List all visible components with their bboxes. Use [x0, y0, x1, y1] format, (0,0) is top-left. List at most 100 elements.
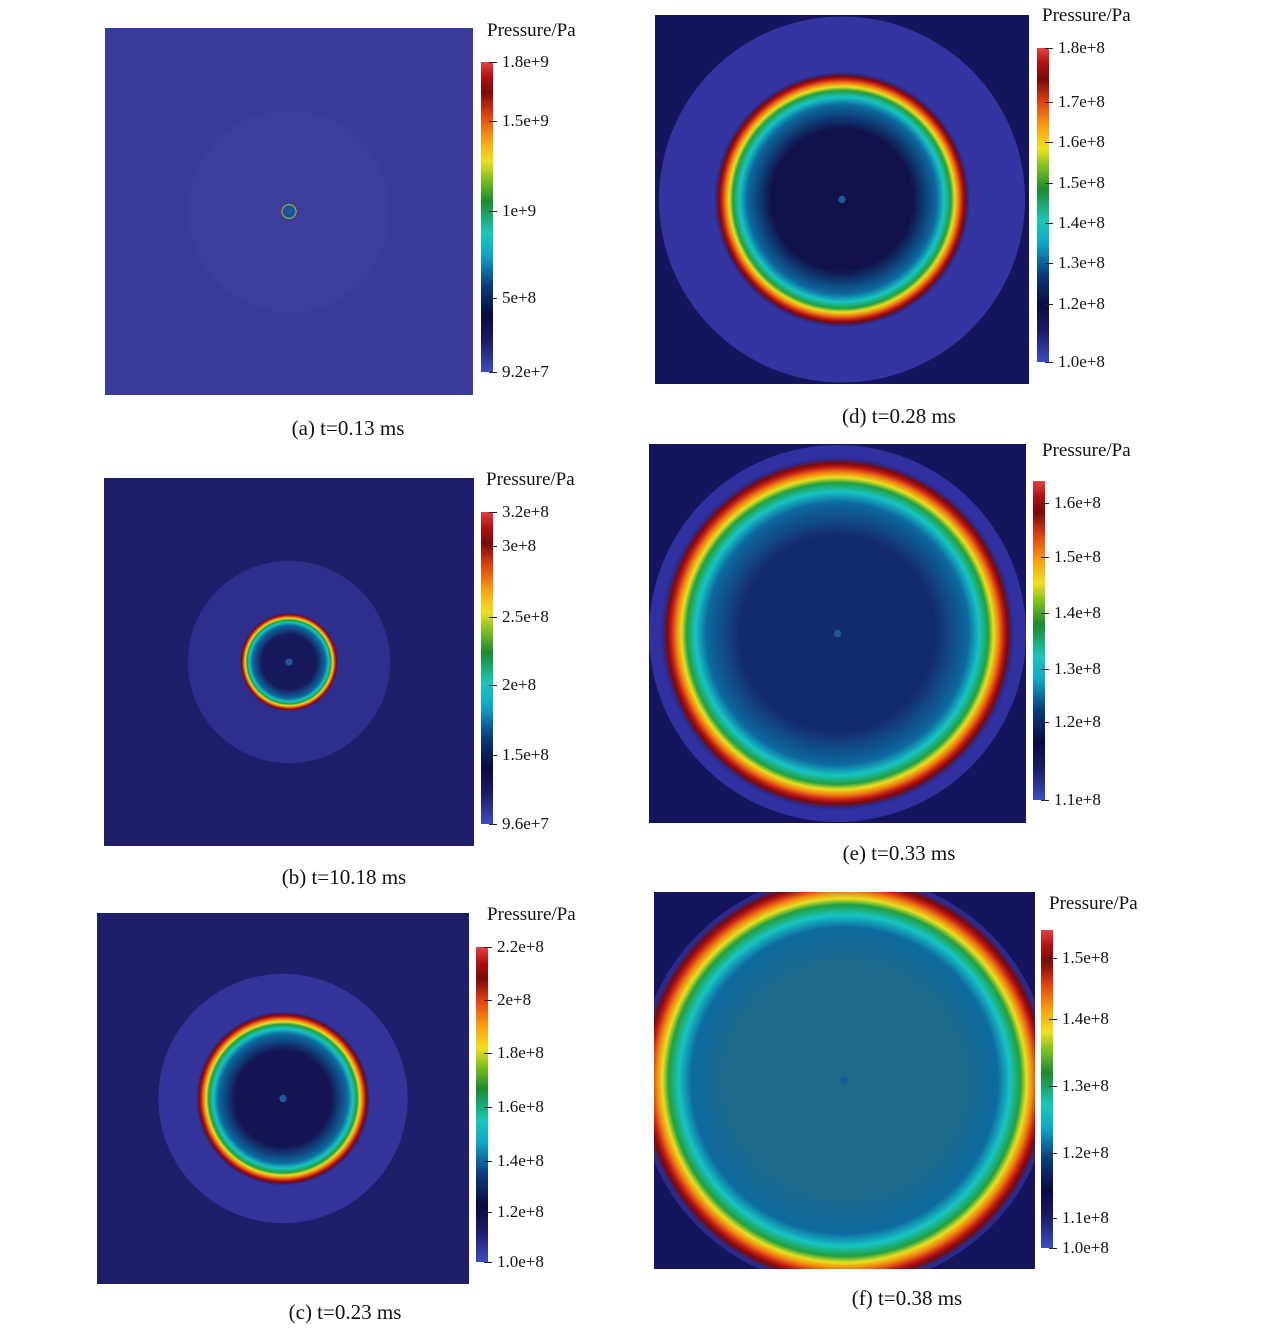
colorbar-tick — [484, 999, 492, 1001]
colorbar-tick-label: 1.1e+8 — [1054, 790, 1101, 809]
colorbar-tick-label: 5e+8 — [502, 287, 537, 307]
colorbar-tick — [484, 1211, 492, 1213]
colorbar-tick — [489, 546, 497, 548]
colorbar-tick — [1045, 303, 1053, 305]
caption-d: (d) t=0.28 ms — [842, 404, 956, 428]
colorbar-tick-label: 2.2e+8 — [497, 937, 544, 956]
colorbar-tick-label: 1.0e+8 — [497, 1252, 544, 1271]
colorbar-tick — [1045, 142, 1053, 144]
colorbar-tick-label: 1.2e+8 — [497, 1201, 544, 1221]
colorbar-tick-label: 1.6e+8 — [1054, 493, 1101, 513]
colorbar-tick-label: 1.2e+8 — [1054, 711, 1101, 731]
source-point — [833, 629, 842, 638]
colorbar-tick-label: 9.6e+7 — [502, 814, 549, 833]
colorbar-tick-label: 3e+8 — [502, 536, 537, 556]
colorbar-c — [476, 947, 488, 1262]
colorbar-tick — [489, 120, 497, 122]
colorbar-tick-label: 2.5e+8 — [502, 606, 549, 626]
colorbar-tick — [489, 512, 497, 513]
colorbar-tick — [484, 1262, 492, 1263]
caption-c: (c) t=0.23 ms — [288, 1300, 402, 1324]
colorbar-title-a: Pressure/Pa — [487, 20, 576, 41]
colorbar-tick-label: 1.5e+9 — [502, 110, 549, 130]
colorbar-tick — [1045, 102, 1053, 103]
colorbar-tick-label: 1.3e+8 — [1062, 1075, 1109, 1095]
colorbar-tick-label: 1.2e+8 — [1058, 293, 1105, 313]
caption-b: (b) t=10.18 ms — [281, 865, 407, 889]
colorbar-b — [481, 512, 493, 824]
pressure-field-d — [655, 15, 1029, 384]
pressure-field-f — [654, 892, 1035, 1269]
pressure-field-a — [105, 28, 473, 395]
colorbar-tick — [1041, 668, 1049, 670]
colorbar-tick — [489, 297, 497, 299]
colorbar-tick — [1045, 362, 1053, 363]
colorbar-tick-label: 3.2e+8 — [502, 502, 549, 521]
colorbar-tick — [1045, 48, 1053, 49]
pressure-field-c — [97, 913, 469, 1284]
colorbar-tick — [1041, 503, 1049, 505]
colorbar-tick-label: 1.4e+8 — [497, 1150, 544, 1170]
colorbar-tick — [489, 755, 497, 757]
colorbar-title-e: Pressure/Pa — [1042, 440, 1131, 461]
colorbar-tick — [489, 685, 497, 687]
source-point — [285, 207, 293, 216]
colorbar-tick — [489, 210, 497, 212]
colorbar-a — [481, 62, 493, 372]
colorbar-title-b: Pressure/Pa — [486, 469, 575, 490]
colorbar-tick — [1045, 263, 1053, 265]
colorbar-tick-label: 1.5e+8 — [1054, 546, 1101, 566]
colorbar-tick-label: 1.5e+8 — [1062, 947, 1109, 967]
colorbar-tick — [489, 616, 497, 618]
colorbar-tick-label: 1.7e+8 — [1058, 92, 1105, 111]
colorbar-tick-label: 1.6e+8 — [1058, 132, 1105, 152]
colorbar-tick-label: 1.2e+8 — [1062, 1142, 1109, 1162]
caption-e: (e) t=0.33 ms — [842, 841, 956, 865]
colorbar-tick — [484, 1160, 492, 1162]
colorbar-title-c: Pressure/Pa — [487, 904, 576, 925]
colorbar-tick-label: 1.8e+8 — [497, 1043, 544, 1063]
colorbar-tick-label: 9.2e+7 — [502, 362, 549, 381]
colorbar-tick-label: 2e+8 — [502, 675, 537, 695]
colorbar-tick — [1041, 612, 1049, 614]
caption-a: (a) t=0.13 ms — [291, 416, 405, 440]
source-point — [279, 1094, 287, 1103]
colorbar-tick-label: 1.5e+8 — [1058, 173, 1105, 193]
colorbar-tick — [484, 947, 492, 948]
colorbar-e — [1033, 481, 1045, 800]
colorbar-tick — [1041, 556, 1049, 558]
colorbar-tick — [1049, 1217, 1057, 1219]
colorbar-tick-label: 1.0e+8 — [1058, 352, 1105, 371]
colorbar-tick — [489, 824, 497, 825]
colorbar-tick — [1041, 721, 1049, 723]
colorbar-tick-label: 1e+9 — [502, 200, 537, 220]
colorbar-tick-label: 1.3e+8 — [1058, 253, 1105, 273]
colorbar-tick-label: 1.5e+8 — [502, 745, 549, 765]
colorbar-tick-label: 1.4e+8 — [1062, 1009, 1109, 1029]
colorbar-tick — [1049, 1152, 1057, 1154]
pressure-field-e — [649, 444, 1026, 823]
colorbar-tick-label: 1.0e+8 — [1062, 1238, 1109, 1257]
colorbar-tick — [489, 372, 497, 373]
colorbar-tick-label: 1.3e+8 — [1054, 658, 1101, 678]
colorbar-title-d: Pressure/Pa — [1042, 5, 1131, 26]
colorbar-d — [1037, 48, 1049, 362]
colorbar-tick-label: 2e+8 — [497, 989, 532, 1009]
source-point — [840, 1076, 849, 1085]
colorbar-title-f: Pressure/Pa — [1049, 893, 1138, 914]
caption-f: (f) t=0.38 ms — [851, 1286, 963, 1310]
colorbar-tick — [1041, 800, 1049, 801]
colorbar-tick — [484, 1107, 492, 1109]
colorbar-tick — [489, 62, 497, 63]
colorbar-tick — [1049, 957, 1057, 959]
colorbar-tick-label: 1.6e+8 — [497, 1097, 544, 1117]
colorbar-tick — [1045, 183, 1053, 185]
colorbar-tick-label: 1.4e+8 — [1054, 602, 1101, 622]
pressure-field-b — [104, 478, 474, 846]
colorbar-tick-label: 1.1e+8 — [1062, 1207, 1109, 1227]
colorbar-tick-label: 1.8e+9 — [502, 52, 549, 71]
colorbar-tick — [484, 1053, 492, 1055]
colorbar-tick — [1049, 1085, 1057, 1087]
colorbar-f — [1041, 930, 1053, 1248]
colorbar-tick-label: 1.8e+8 — [1058, 38, 1105, 57]
